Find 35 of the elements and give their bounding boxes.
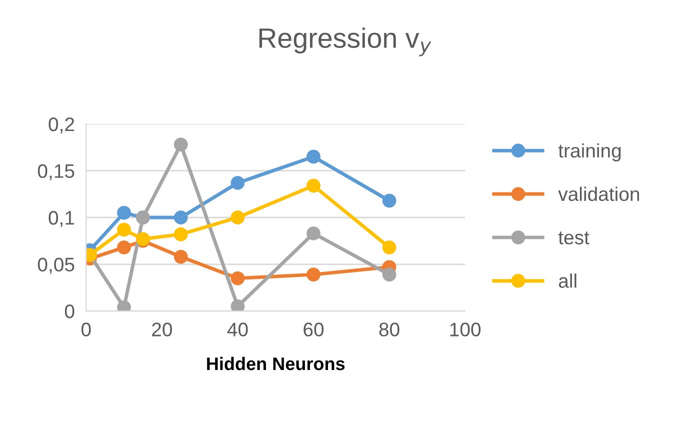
point — [174, 250, 188, 264]
point — [306, 178, 320, 193]
point — [230, 299, 245, 312]
point — [174, 227, 188, 242]
y-tick-label: 0 — [64, 304, 74, 318]
legend-label: all — [558, 274, 576, 288]
point — [382, 240, 396, 254]
point — [230, 271, 245, 286]
x-tick-label: 40 — [227, 322, 248, 336]
point — [174, 138, 188, 152]
point — [174, 210, 188, 224]
x-tick-label: 100 — [450, 322, 481, 336]
x-tick-label: 80 — [379, 322, 400, 336]
x-tick-label: 20 — [152, 322, 172, 336]
point — [230, 176, 245, 190]
legend-label: validation — [558, 186, 640, 202]
point — [117, 206, 131, 220]
point — [306, 226, 320, 240]
point — [230, 210, 245, 224]
y-tick-label: 0,05 — [38, 258, 74, 274]
y-tick-label: 0,15 — [38, 164, 74, 180]
point — [117, 222, 131, 237]
legend-label: test — [558, 232, 590, 244]
point — [382, 194, 396, 208]
x-tick-label: 0 — [81, 322, 91, 336]
point — [382, 268, 396, 282]
legend-label: training — [558, 143, 621, 162]
point — [117, 240, 131, 254]
y-tick-label: 0,1 — [48, 210, 74, 228]
point — [306, 150, 320, 164]
x-tick-label: 60 — [304, 322, 324, 336]
point — [306, 268, 320, 282]
chart-title: Regression v$_{y}$ — [259, 28, 432, 56]
y-tick-label: 0,2 — [48, 117, 74, 134]
x-axis-title: Hidden Neurons — [207, 356, 345, 370]
